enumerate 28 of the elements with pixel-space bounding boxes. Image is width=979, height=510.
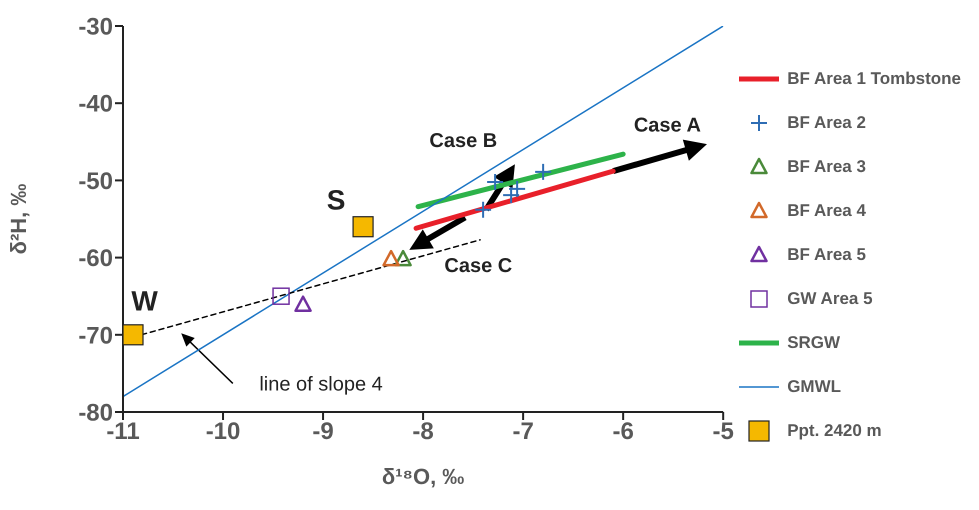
- annotation: line of slope 4: [259, 373, 383, 396]
- legend-label: BF Area 1 Tombstone: [787, 69, 961, 89]
- x-tick-label: -6: [612, 418, 634, 446]
- x-tick-label: -7: [512, 418, 534, 446]
- legend-label: BF Area 5: [787, 245, 866, 265]
- annotation: S: [326, 184, 346, 216]
- x-tick-label: -10: [206, 418, 240, 446]
- y-tick-label: -30: [78, 14, 113, 41]
- legend-label: BF Area 4: [787, 201, 866, 221]
- y-tick-label: -40: [78, 90, 113, 118]
- annotation: Case C: [444, 255, 512, 278]
- x-axis-title: δ¹⁸O, ‰: [382, 464, 464, 489]
- y-tick-label: -60: [78, 245, 113, 272]
- legend-label: GMWL: [787, 377, 842, 397]
- annotation: Case A: [634, 114, 701, 137]
- legend-label: SRGW: [787, 333, 840, 353]
- x-tick-label: -9: [312, 418, 334, 446]
- annotation: Case B: [429, 130, 498, 152]
- legend-label: BF Area 3: [787, 157, 866, 177]
- legend-label: GW Area 5: [787, 289, 873, 309]
- legend-label: Ppt. 2420 m: [787, 421, 882, 441]
- x-tick-label: -8: [412, 418, 434, 446]
- y-tick-label: -50: [78, 168, 113, 195]
- annotation: W: [131, 286, 158, 317]
- y-tick-label: -70: [78, 322, 113, 350]
- legend-label: BF Area 2: [787, 113, 866, 133]
- x-tick-label: -5: [712, 418, 734, 446]
- y-axis-title: δ²H, ‰: [6, 184, 31, 254]
